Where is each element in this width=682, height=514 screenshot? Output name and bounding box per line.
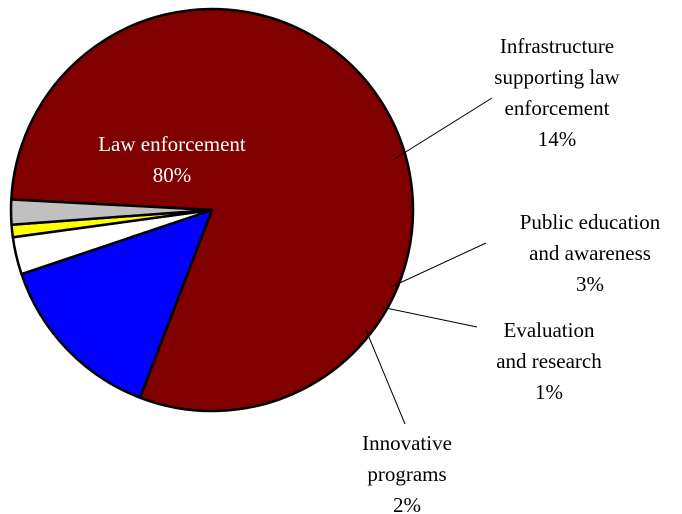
pie-slice-infrastructure-supporting-law-enforcement [20, 208, 214, 399]
slice-labels: Law enforcement 80% Infrastructure supporti… [98, 34, 661, 514]
slice-label-line: 1% [535, 380, 563, 404]
slice-label-line: enforcement [505, 96, 610, 120]
slice-label: Public education and awareness 3% [520, 210, 661, 296]
pie-slices [9, 7, 415, 413]
slice-label-line: and research [496, 349, 602, 373]
slice-label: Innovative programs 2% [362, 431, 452, 514]
leader-line [365, 329, 406, 425]
slice-label-line: Innovative [362, 431, 452, 455]
slice-label-line: programs [367, 462, 446, 486]
leader-line [390, 242, 487, 288]
leader-lines [365, 97, 493, 425]
slice-label-line: Public education [520, 210, 661, 234]
slice-label-line: and awareness [529, 241, 651, 265]
slice-label: Infrastructure supporting law enforcement 1… [494, 34, 620, 151]
slice-label-line: Infrastructure [500, 34, 614, 58]
slice-label-line: 2% [393, 493, 421, 514]
slice-label: Evaluation and research 1% [496, 318, 602, 404]
leader-line [380, 306, 478, 328]
leader-line [395, 97, 493, 159]
slice-label: Law enforcement 80% [98, 132, 246, 187]
slice-label-line: 3% [576, 272, 604, 296]
slice-label-line: Law enforcement [98, 132, 246, 156]
slice-label-line: 14% [538, 127, 577, 151]
slice-label-line: Evaluation [504, 318, 595, 342]
slice-label-line: 80% [153, 163, 192, 187]
slice-label-line: supporting law [494, 65, 620, 89]
pie-slice-innovative-programs [9, 198, 214, 226]
